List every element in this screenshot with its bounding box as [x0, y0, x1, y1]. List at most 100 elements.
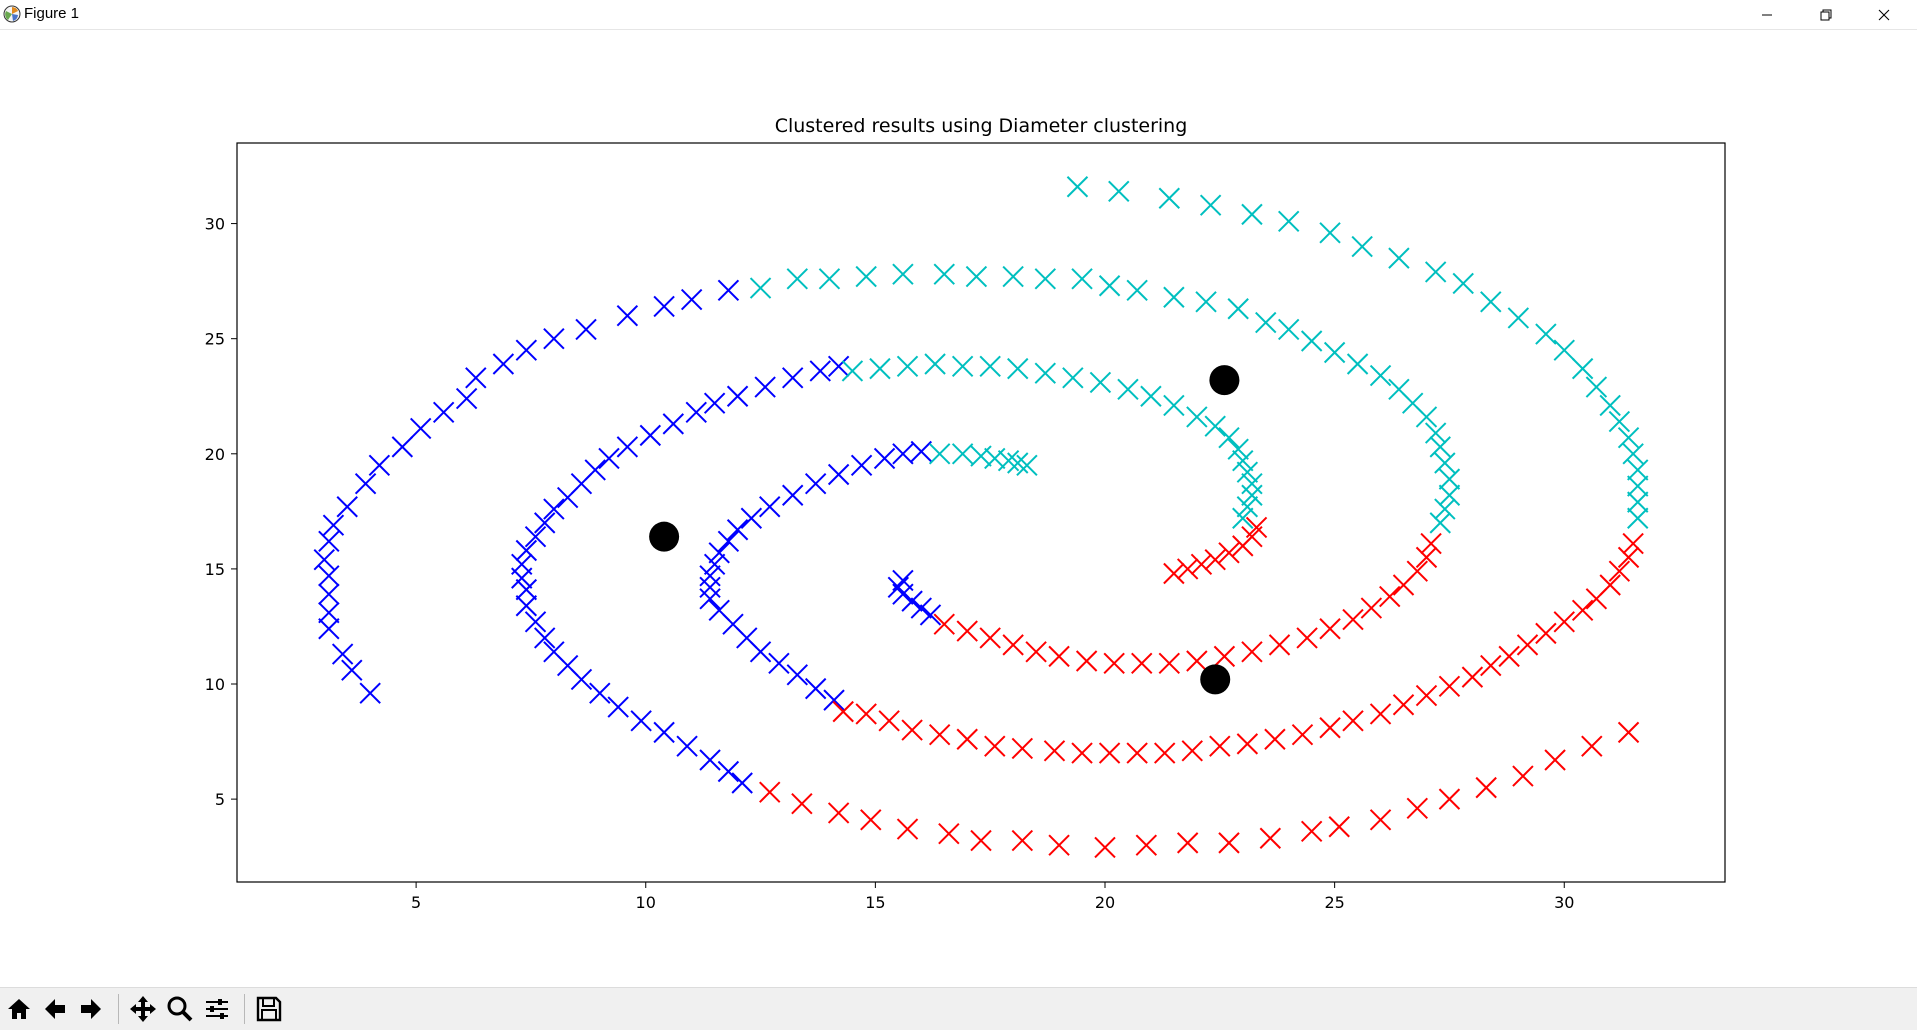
configure-subplots-icon: [206, 999, 228, 1019]
scatter-point-series-1: [781, 484, 804, 506]
scatter-point-series-2: [1300, 330, 1323, 352]
scatter-point-series-2: [1438, 468, 1461, 490]
centroid-point: [1209, 365, 1240, 396]
scatter-point-series-1: [759, 496, 781, 518]
scatter-point-series-3: [1516, 634, 1539, 656]
pan-button[interactable]: [126, 992, 160, 1026]
scatter-point-series-2: [979, 355, 1001, 378]
scatter-point-series-1: [313, 548, 335, 571]
scatter-point-series-1: [354, 473, 377, 495]
forward-icon: [81, 999, 101, 1019]
scatter-point-series-1: [919, 604, 942, 626]
x-tick-label: 25: [1324, 893, 1344, 912]
scatter-point-series-2: [1062, 367, 1084, 389]
scatter-point-series-2: [1535, 323, 1557, 345]
scatter-point-series-3: [1599, 574, 1621, 596]
scatter-point-series-1: [662, 413, 685, 435]
configure-subplots-button[interactable]: [200, 992, 234, 1026]
toolbar-separator: [118, 994, 119, 1024]
scatter-point-series-2: [1627, 459, 1649, 481]
close-button[interactable]: [1855, 0, 1913, 29]
scatter-point-series-2: [1599, 394, 1621, 417]
back-button[interactable]: [38, 992, 72, 1026]
scatter-point-series-3: [1241, 641, 1263, 663]
scatter-point-series-2: [1424, 422, 1447, 444]
scatter-point-series-2: [1452, 272, 1474, 295]
scatter-point-series-1: [368, 454, 391, 477]
scatter-point-series-3: [1392, 694, 1415, 716]
scatter-point-series-3: [1048, 645, 1070, 668]
scatter-point-series-1: [515, 595, 538, 617]
scatter-point-series-3: [1319, 717, 1341, 739]
scatter-point-series-1: [616, 304, 639, 327]
scatter-point-series-2: [1429, 436, 1451, 458]
scatter-point-series-1: [465, 367, 487, 389]
scatter-point-series-3: [1181, 740, 1203, 762]
scatter-point-series-1: [910, 440, 933, 463]
scatter-point-series-3: [1071, 742, 1093, 764]
scatter-point-series-3: [1617, 546, 1640, 569]
scatter-point-series-3: [1369, 809, 1392, 831]
scatter-point-series-2: [984, 447, 1006, 470]
y-tick-label: 25: [205, 330, 225, 349]
figure-canvas[interactable]: Clustered results using Diameter cluster…: [0, 30, 1917, 987]
scatter-point-series-1: [699, 565, 721, 587]
scatter-point-series-3: [1011, 737, 1034, 760]
scatter-point-series-3: [1617, 721, 1640, 744]
scatter-point-series-1: [492, 353, 515, 375]
scatter-point-series-3: [1438, 788, 1461, 810]
scatter-point-series-1: [432, 401, 455, 424]
scatter-point-series-3: [1075, 650, 1098, 672]
scatter-point-series-2: [1163, 394, 1185, 417]
scatter-point-series-3: [1043, 740, 1066, 762]
scatter-point-series-3: [1048, 834, 1070, 856]
home-button[interactable]: [2, 992, 36, 1026]
scatter-point-series-1: [708, 542, 730, 564]
scatter-point-series-2: [1277, 318, 1300, 341]
scatter-point-series-3: [1438, 675, 1461, 698]
save-button[interactable]: [252, 992, 286, 1026]
scatter-point-series-1: [524, 525, 547, 548]
scatter-point-series-2: [1227, 438, 1249, 460]
minimize-button[interactable]: [1738, 0, 1796, 29]
forward-button[interactable]: [74, 992, 108, 1026]
scatter-point-series-2: [1346, 353, 1369, 375]
scatter-point-series-2: [928, 443, 951, 465]
scatter-point-series-3: [1218, 542, 1240, 564]
scatter-point-series-1: [533, 627, 556, 649]
scatter-point-series-2: [1158, 187, 1181, 209]
scatter-point-series-3: [1608, 560, 1631, 582]
scatter-point-series-3: [1209, 735, 1231, 757]
back-icon: [45, 999, 65, 1019]
scatter-point-series-2: [1434, 452, 1456, 474]
scatter-point-series-3: [860, 809, 882, 831]
scatter-point-series-3: [1342, 608, 1364, 631]
x-tick-label: 10: [636, 893, 656, 912]
scatter-point-series-1: [850, 454, 873, 477]
scatter-point-series-2: [1627, 475, 1649, 497]
scatter-plot[interactable]: Clustered results using Diameter cluster…: [0, 30, 1917, 987]
scatter-point-series-3: [1406, 797, 1429, 820]
scatter-point-series-2: [1277, 210, 1300, 232]
scatter-point-series-2: [1241, 473, 1263, 495]
scatter-point-series-3: [1622, 532, 1644, 555]
scatter-point-series-3: [956, 728, 978, 750]
scatter-point-series-3: [1163, 562, 1185, 585]
scatter-point-series-3: [1204, 548, 1226, 571]
scatter-point-series-2: [1553, 339, 1575, 361]
scatter-point-series-1: [543, 498, 565, 520]
scatter-point-series-1: [717, 760, 740, 783]
scatter-point-series-1: [359, 682, 381, 704]
scatter-point-series-3: [878, 710, 900, 732]
scatter-point-series-1: [699, 588, 721, 610]
maximize-button[interactable]: [1797, 0, 1855, 29]
x-tick-label: 20: [1095, 893, 1115, 912]
scatter-point-series-3: [1158, 652, 1181, 674]
scatter-point-series-1: [717, 279, 740, 302]
zoom-button[interactable]: [163, 992, 197, 1026]
scatter-point-series-2: [1034, 362, 1057, 384]
scatter-point-series-3: [1126, 742, 1148, 764]
scatter-point-series-1: [901, 590, 923, 612]
scatter-point-series-1: [575, 318, 597, 341]
scatter-point-series-3: [759, 781, 781, 803]
